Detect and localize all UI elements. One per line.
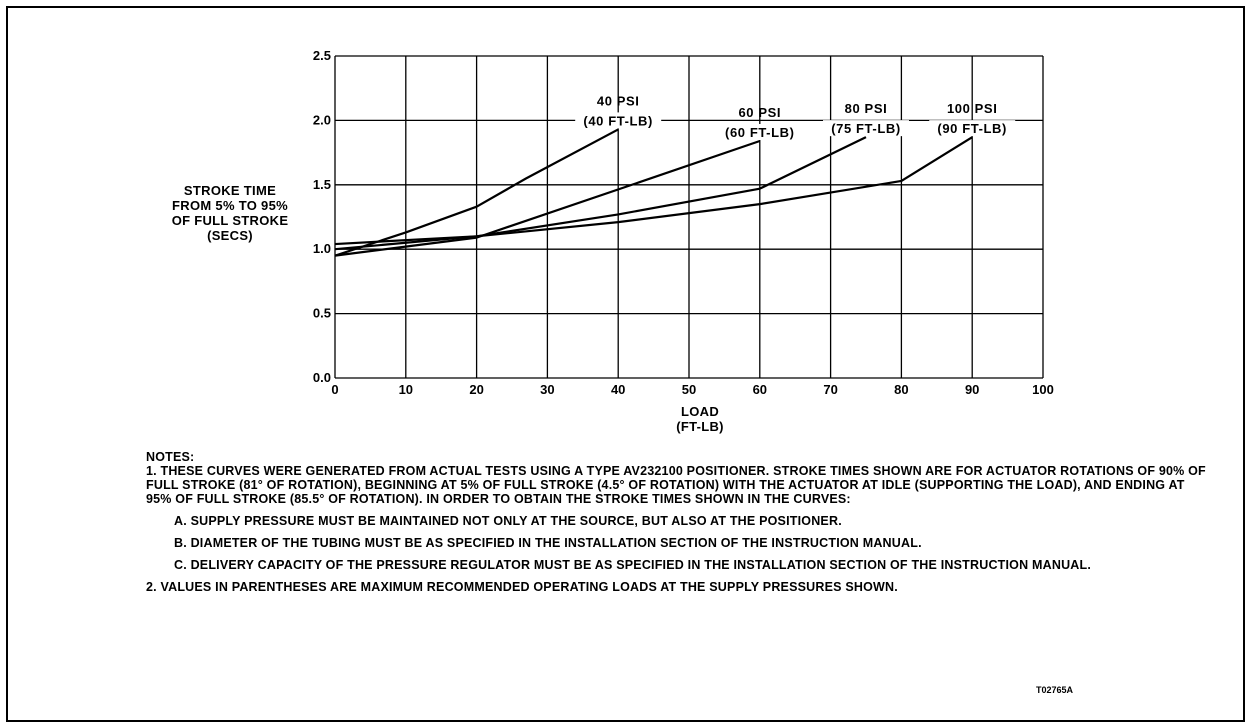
x-tick-label: 30 xyxy=(540,382,554,397)
series-line xyxy=(334,136,867,251)
notes-section: NOTES: 1. THESE CURVES WERE GENERATED FR… xyxy=(146,450,1206,594)
series-label-background xyxy=(716,124,803,141)
series-lines xyxy=(334,128,973,257)
series-label-load: (60 FT-LB) xyxy=(725,125,795,140)
series-line xyxy=(334,136,973,246)
y-axis-label-line: FROM 5% TO 95% xyxy=(172,198,288,213)
note-1c: C. DELIVERY CAPACITY OF THE PRESSURE REG… xyxy=(174,558,1092,572)
figure-id: T02765A xyxy=(1036,685,1074,695)
note-1: 1. THESE CURVES WERE GENERATED FROM ACTU… xyxy=(146,464,1206,506)
x-tick-label: 70 xyxy=(823,382,837,397)
y-tick-label: 2.0 xyxy=(313,112,331,127)
series-label: 60 PSI xyxy=(738,105,781,120)
tick-labels: 0 10 20 30 40 50 60 70 80 90 100 0.0 0.5 1.0 1.5 2.0 2.5 xyxy=(313,48,1054,397)
series-line xyxy=(334,139,761,257)
series-label: 100 PSI xyxy=(947,101,997,116)
x-axis-label: LOAD (FT-LB) xyxy=(640,404,760,434)
x-tick-label: 100 xyxy=(1032,382,1054,397)
note-1b: B. DIAMETER OF THE TUBING MUST BE AS SPE… xyxy=(174,536,922,550)
y-axis-label-line: STROKE TIME xyxy=(183,183,277,198)
y-axis-label: STROKE TIME FROM 5% TO 95% OF FULL STROK… xyxy=(160,183,300,243)
x-tick-label: 40 xyxy=(611,382,625,397)
series-label-load: (75 FT-LB) xyxy=(831,121,901,136)
y-axis-label-line: OF FULL STROKE xyxy=(171,213,289,228)
series-label-background xyxy=(823,120,909,137)
x-tick-label: 60 xyxy=(753,382,767,397)
figure-frame xyxy=(6,6,1245,722)
x-axis-label-line: (FT-LB) xyxy=(676,419,724,434)
series-label-background xyxy=(575,112,662,129)
note-2: 2. VALUES IN PARENTHESES ARE MAXIMUM REC… xyxy=(146,580,898,594)
x-tick-label: 90 xyxy=(965,382,979,397)
note-1a: A. SUPPLY PRESSURE MUST BE MAINTAINED NO… xyxy=(174,514,842,528)
x-tick-label: 50 xyxy=(682,382,696,397)
series-label: 80 PSI xyxy=(845,101,888,116)
y-tick-label: 1.0 xyxy=(313,241,331,256)
y-tick-label: 2.5 xyxy=(313,48,331,63)
series-label: 40 PSI xyxy=(597,93,640,108)
y-tick-label: 0.5 xyxy=(313,306,331,321)
series-label-load: (90 FT-LB) xyxy=(937,121,1007,136)
series-label-background xyxy=(929,120,1016,137)
x-tick-label: 20 xyxy=(469,382,483,397)
y-axis-label-line: (SECS) xyxy=(207,228,253,243)
series-line xyxy=(334,128,619,257)
x-tick-label: 80 xyxy=(894,382,908,397)
grid xyxy=(334,55,1044,379)
x-axis-label-line: LOAD xyxy=(680,404,720,419)
y-tick-label: 1.5 xyxy=(313,177,331,192)
notes-title: NOTES: xyxy=(146,450,195,464)
x-tick-label: 0 xyxy=(331,382,338,397)
series-labels: 40 PSI (40 FT-LB) 60 PSI (60 FT-LB) 80 PSI (7… xyxy=(575,93,1016,141)
series-label-load: (40 FT-LB) xyxy=(583,113,653,128)
y-tick-label: 0.0 xyxy=(313,370,331,385)
x-tick-label: 10 xyxy=(399,382,413,397)
